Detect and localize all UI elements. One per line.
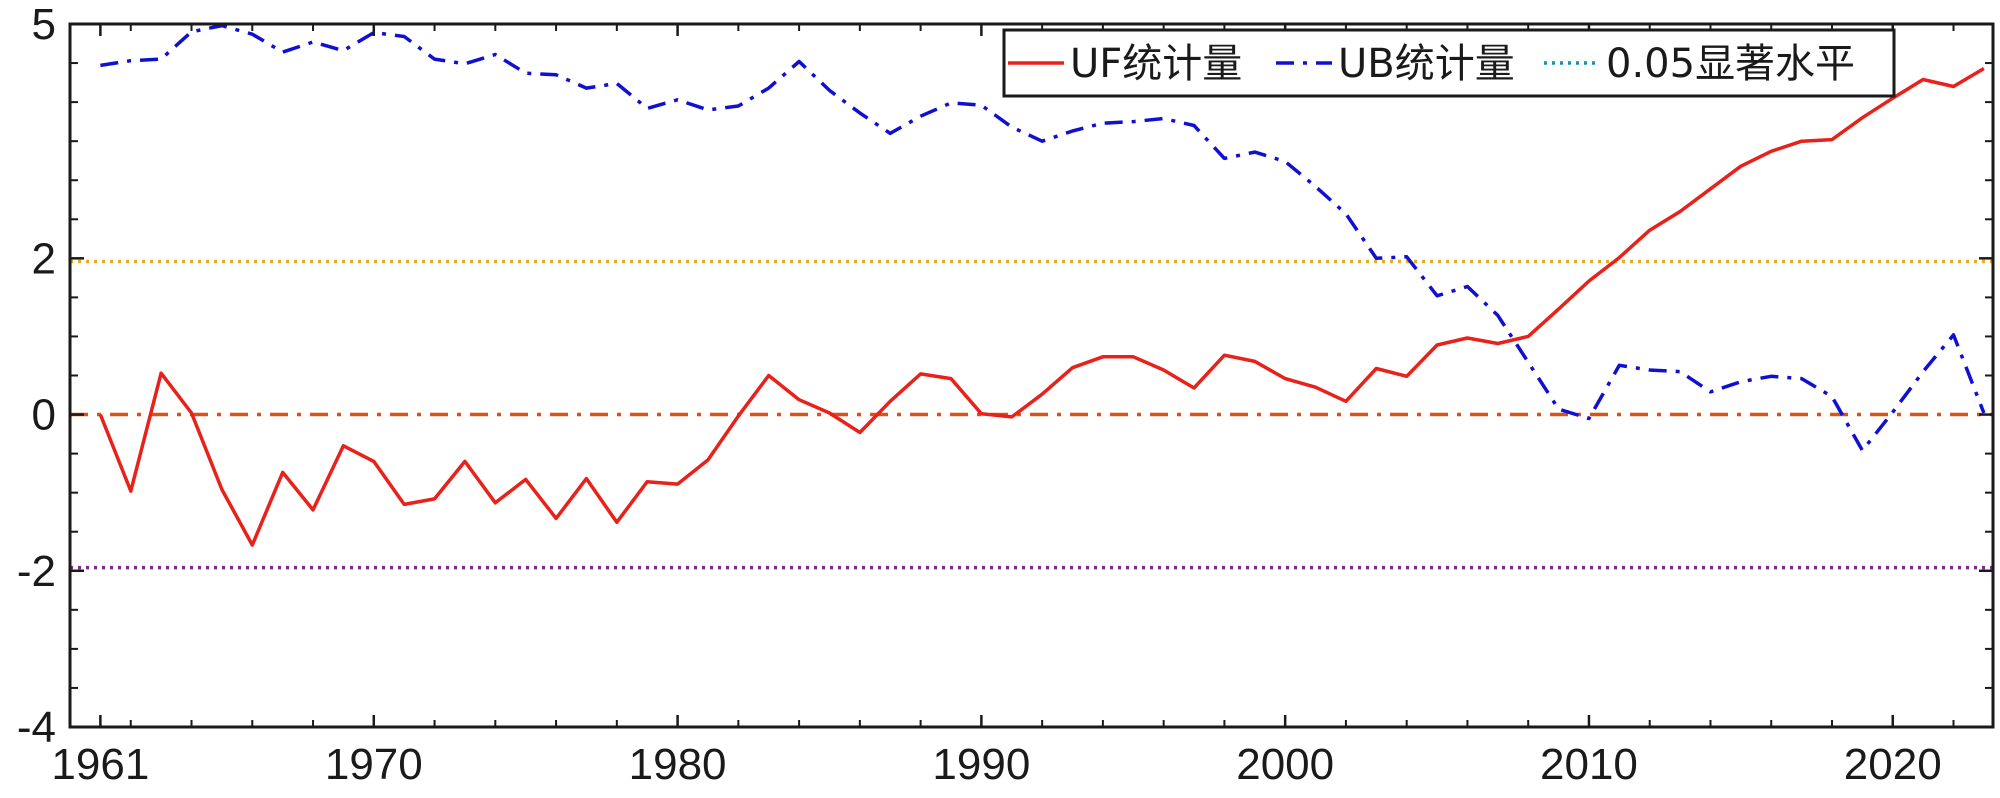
x-tick-label-2: 1980 [629,740,727,789]
reference-lines [70,259,1993,570]
legend-label-2: 0.05显著水平 [1606,41,1855,87]
y-tick-label-3: 2 [32,234,56,283]
y-tick-label-2: 0 [32,391,56,440]
x-tick-label-0: 1961 [51,740,149,789]
x-tick-label-4: 2000 [1236,740,1334,789]
x-tick-label-1: 1970 [325,740,423,789]
legend-label-0: UF统计量 [1070,41,1242,87]
y-tick-label-4: 5 [32,0,56,49]
legend-box [1002,28,1896,98]
series-line-0 [98,66,1985,547]
x-tick-label-6: 2020 [1844,740,1942,789]
y-tick-label-1: -2 [17,547,56,596]
series-lines [98,23,1986,547]
x-tick-label-3: 1990 [932,740,1030,789]
legend-label-1: UB统计量 [1338,41,1515,87]
y-tick-label-0: -4 [17,703,56,752]
legend: UF统计量 UB统计量 0.05显著水平 [1002,28,1896,98]
axes: 1961 1970 1980 1990 2000 2010 2020 -4 -2 0 2 5 [17,0,1995,789]
series-line-1 [100,23,1986,453]
x-tick-label-5: 2010 [1540,740,1638,789]
